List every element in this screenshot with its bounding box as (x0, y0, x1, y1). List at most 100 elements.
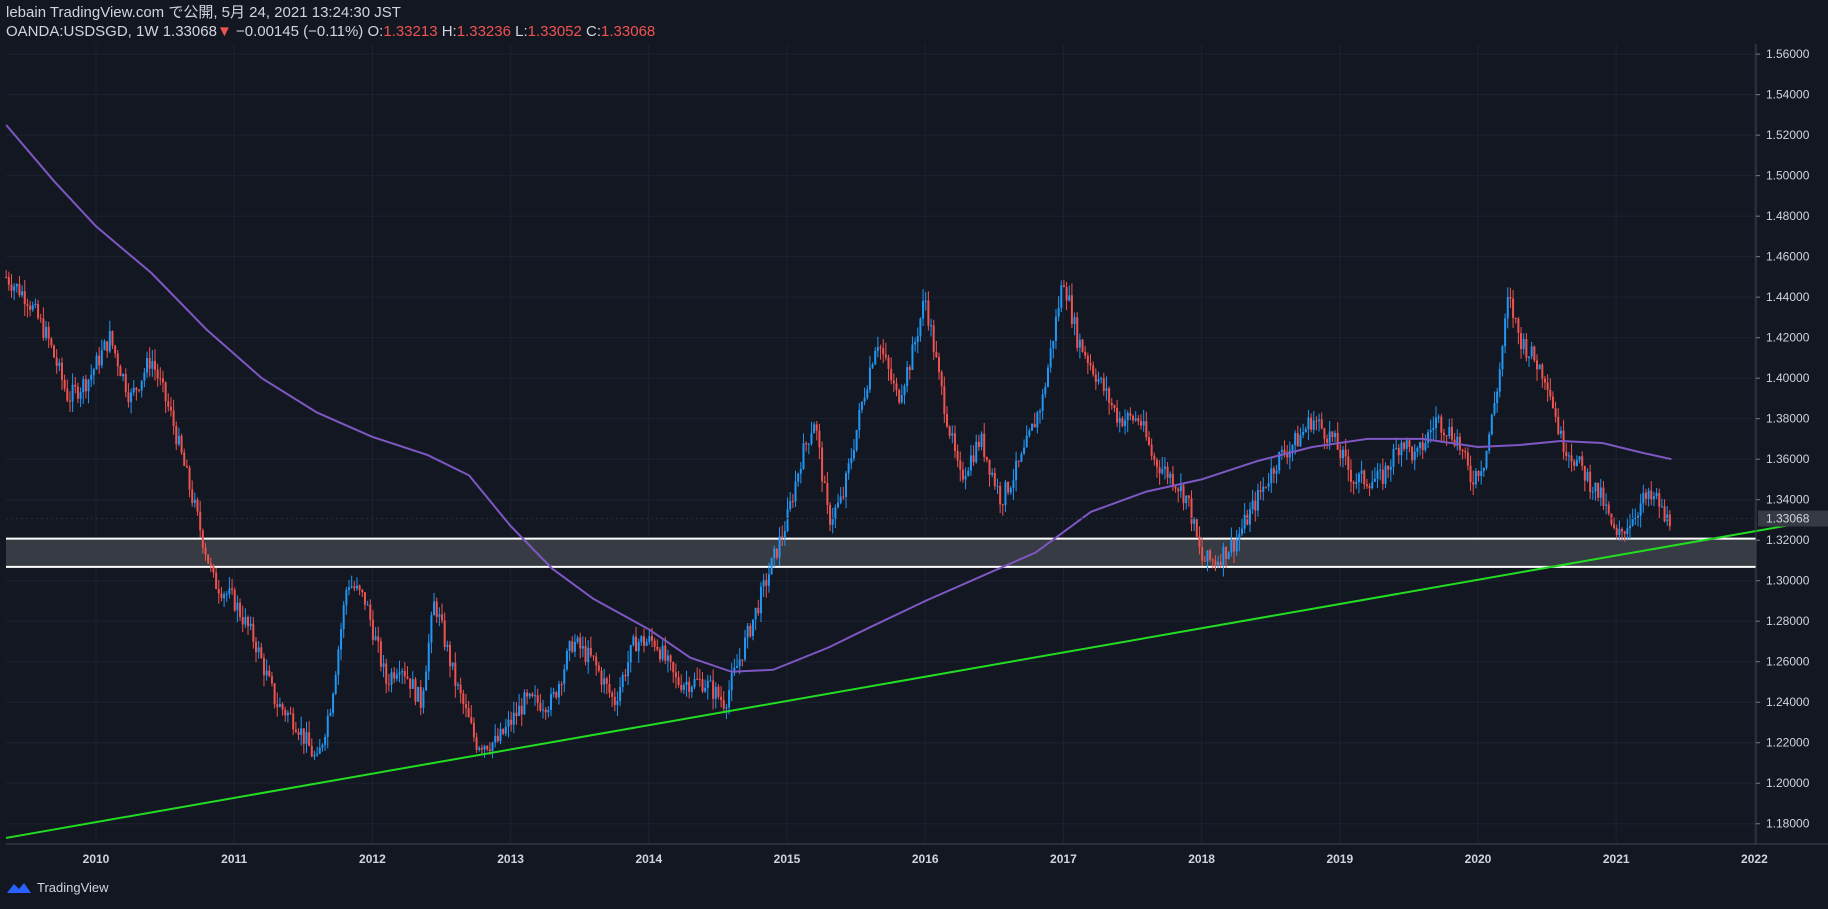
candle-body (1623, 531, 1626, 535)
candle-body (1264, 486, 1267, 488)
y-tick-label: 1.40000 (1766, 371, 1810, 385)
candle-body (1509, 297, 1512, 299)
candle-body (406, 676, 409, 679)
candle-body (1020, 453, 1023, 462)
candle-body (799, 469, 802, 474)
candle-body (672, 662, 675, 673)
last-price-label: 1.33068 (6, 510, 1828, 527)
candle-body (781, 536, 784, 538)
candle-body (1039, 410, 1042, 413)
candle-body (728, 690, 731, 708)
candle-body (791, 501, 794, 503)
footer-brand[interactable]: TradingView (6, 880, 109, 895)
candle-body (754, 607, 757, 620)
candle-body (603, 678, 606, 685)
candle-body (387, 683, 390, 685)
candle-body (1193, 519, 1196, 524)
price-axis[interactable]: 1.18000 1.20000 1.22000 1.24000 1.26000 1.280… (1756, 47, 1810, 831)
moving-average-path (5, 124, 1672, 673)
candle-body (1559, 430, 1562, 434)
candle-body (807, 443, 810, 445)
candle-body (483, 745, 486, 750)
x-tick-label: 2019 (1326, 852, 1353, 866)
candle-body (422, 690, 425, 708)
candle-body (148, 358, 151, 369)
candle-body (294, 729, 297, 733)
candle-body (645, 641, 648, 646)
candle-body (1339, 449, 1342, 459)
candle-body (1320, 419, 1323, 429)
candle-body (180, 435, 183, 453)
candle-body (480, 747, 483, 750)
chart-plot-area[interactable] (6, 44, 1756, 844)
y-tick-label: 1.24000 (1766, 695, 1810, 709)
candle-body (714, 686, 717, 699)
candle-body (1054, 316, 1057, 341)
candle-body (1379, 469, 1382, 471)
candle-body (342, 605, 345, 630)
last-price-box (1758, 510, 1828, 527)
candle-body (576, 637, 579, 642)
candle-body (526, 692, 529, 697)
candle-body (1496, 391, 1499, 404)
candle-body (31, 305, 34, 310)
candle-body (1349, 469, 1352, 482)
candle-body (717, 686, 720, 697)
candle-body (1158, 467, 1161, 474)
symbol-line: OANDA:USDSGD, 1W 1.33068▼ −0.00145 (−0.1… (6, 22, 655, 41)
candle-body (1663, 506, 1666, 522)
candle-body (1328, 431, 1331, 443)
candle-body (797, 473, 800, 482)
candle-body (1142, 421, 1145, 426)
candle-body (1187, 495, 1190, 499)
candle-body (156, 369, 159, 379)
candle-body (82, 379, 85, 393)
candle-body (1062, 285, 1065, 288)
candle-body (831, 518, 834, 525)
chart-header: lebain TradingView.com で公開, 5月 24, 2021 … (6, 3, 655, 41)
candle-body (837, 502, 840, 508)
candle-body (305, 732, 308, 744)
candle-body (911, 344, 914, 371)
close-label: C: (586, 23, 602, 40)
candle-body (690, 687, 693, 692)
candle-body (640, 636, 643, 643)
candle-body (90, 374, 93, 380)
candle-body (419, 686, 422, 708)
candle-body (680, 685, 683, 691)
candle-body (547, 709, 550, 713)
candle-body (395, 674, 398, 679)
candle-body (449, 644, 452, 667)
candle-body (63, 379, 66, 389)
candle-body (1166, 466, 1169, 478)
candle-body (1490, 414, 1493, 435)
candle-body (1525, 339, 1528, 358)
close-value: 1.33068 (601, 23, 656, 40)
candle-body (1634, 517, 1637, 519)
candle-body (1214, 560, 1217, 566)
candle-body (363, 592, 366, 605)
candle-body (143, 372, 146, 381)
candle-body (1546, 382, 1549, 390)
candle-body (183, 452, 186, 466)
candle-body (321, 744, 324, 748)
y-tick-label: 1.18000 (1766, 817, 1810, 831)
candle-body (1001, 504, 1004, 506)
candle-body (1615, 528, 1618, 535)
candle-body (122, 374, 125, 377)
candle-body (496, 735, 499, 742)
candle-body (930, 325, 933, 327)
candle-body (276, 704, 279, 707)
candle-body (348, 587, 351, 590)
candle-body (1323, 428, 1326, 439)
time-axis[interactable]: 2010 2011 2012 2013 2014 2015 2016 2017 2018 2019… (83, 852, 1768, 866)
candle-body (685, 681, 688, 686)
candle-body (265, 670, 268, 676)
y-tick-label: 1.54000 (1766, 88, 1810, 102)
candle-body (135, 387, 138, 390)
candle-body (879, 347, 882, 349)
x-tick-label: 2011 (221, 852, 247, 866)
candle-body (507, 719, 510, 727)
candle-body (1222, 546, 1225, 566)
